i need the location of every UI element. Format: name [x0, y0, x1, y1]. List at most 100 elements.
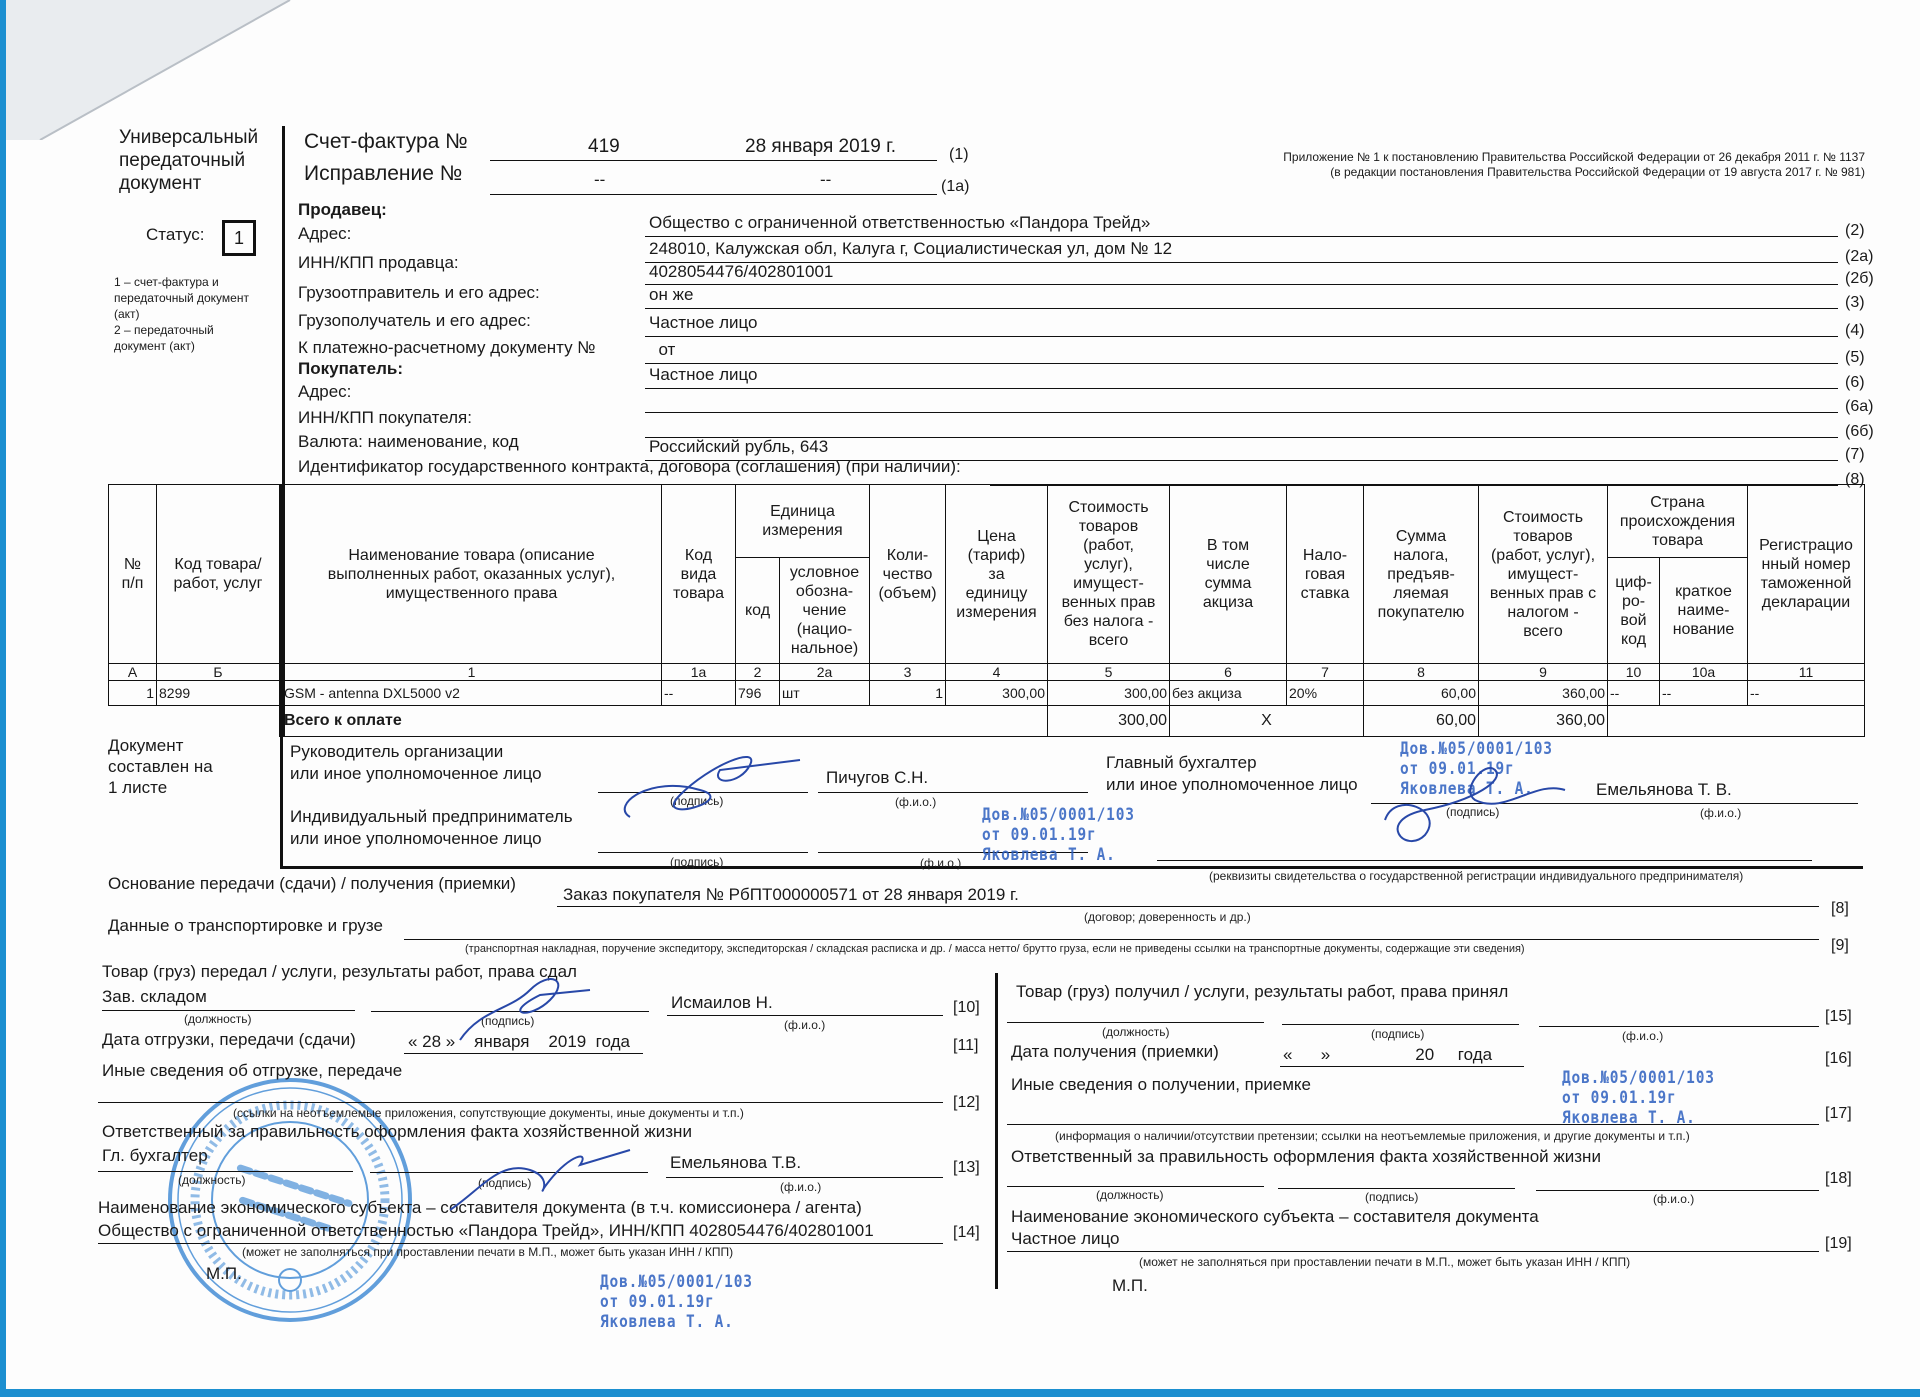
fio-caption: (ф.и.о.)	[1622, 1029, 1664, 1043]
header-kind: Код вида товара	[661, 484, 736, 664]
received-label: Товар (груз) получил / услуги, результат…	[1016, 982, 1509, 1001]
ip-signature-line[interactable]	[598, 852, 808, 853]
table-cell: 60,00	[1363, 680, 1479, 706]
header-country-name: краткое наиме- нование	[1659, 557, 1748, 664]
field-underline	[645, 460, 1838, 461]
ip-fio-line	[818, 852, 1088, 853]
column-number: 9	[1478, 663, 1608, 681]
received-position-line	[1007, 1022, 1264, 1023]
invoice-date: 28 января 2019 г.	[745, 136, 896, 157]
field-code: (5)	[1845, 349, 1865, 366]
correction-underline	[490, 194, 937, 195]
basis-code: [8]	[1831, 900, 1849, 917]
field-label: К платежно-расчетному документу №	[298, 338, 596, 357]
field-code: (2)	[1845, 222, 1865, 239]
receipt-resp-signature-line[interactable]	[1278, 1188, 1515, 1189]
field-value: Общество с ограниченной ответственностью…	[649, 213, 1151, 232]
basis-value: Заказ покупателя № РбПТ000000571 от 28 я…	[563, 885, 1019, 904]
table-cell: --	[1607, 680, 1660, 706]
entity-caption: (может не заполняться при проставлении п…	[242, 1245, 734, 1259]
signature-caption: (подпись)	[481, 1014, 535, 1028]
header-country-code: циф- ро- вой код	[1607, 557, 1660, 664]
transfer-divider	[995, 973, 998, 1289]
handwritten-signature	[623, 755, 801, 818]
status-legend: 1 – счет-фактура и передаточный документ…	[114, 275, 249, 353]
table-cell: --	[661, 680, 736, 706]
position-caption: (должность)	[1096, 1188, 1164, 1202]
transport-line	[404, 939, 1819, 940]
head-signature-line[interactable]	[598, 792, 808, 793]
header-code: Код товара/ работ, услуг	[156, 484, 281, 664]
field-label: ИНН/КПП продавца:	[298, 253, 459, 272]
ip-label: Индивидуальный предприниматель или иное …	[290, 807, 573, 848]
main-divider	[282, 126, 285, 736]
receipt-other-label: Иные сведения о получении, приемке	[1011, 1075, 1312, 1094]
signature-caption: (подпись)	[1365, 1190, 1419, 1204]
passed-code: [10]	[953, 999, 980, 1016]
table-cell: 20%	[1286, 680, 1364, 706]
header-rate: Нало- говая ставка	[1286, 484, 1364, 664]
total-cost-tax: 360,00	[1478, 705, 1608, 737]
total-empty	[109, 706, 281, 737]
signature-caption: (подпись)	[1446, 805, 1500, 819]
fio-caption: (ф.и.о.)	[920, 856, 962, 870]
status-value-box: 1	[222, 220, 256, 256]
signature-caption: (подпись)	[478, 1176, 532, 1190]
transport-caption: (транспортная накладная, поручение экспе…	[465, 943, 1525, 955]
field-value: он же	[649, 285, 694, 304]
column-number: 10	[1607, 663, 1660, 681]
seal-place: М.П.	[1112, 1276, 1148, 1295]
shipment-date-code: [11]	[953, 1037, 979, 1054]
invoice-underline	[490, 160, 937, 161]
field-underline	[645, 336, 1838, 337]
column-number: 10а	[1659, 663, 1748, 681]
status-label: Статус:	[146, 225, 205, 244]
folded-corner	[6, 0, 291, 140]
goods-table: № п/п Код товара/ работ, услуг Наименова…	[108, 484, 1865, 737]
correction-code: (1а)	[941, 178, 970, 195]
fio-caption: (ф.и.о.)	[1700, 806, 1742, 820]
table-cell: 300,00	[945, 680, 1048, 706]
resp-signature-line[interactable]	[370, 1172, 648, 1173]
head-name: Пичугов С.Н.	[826, 768, 929, 787]
received-signature-line[interactable]	[1282, 1024, 1519, 1025]
table-cell: 300,00	[1047, 680, 1170, 706]
correction-date: --	[820, 170, 832, 189]
total-empty	[1607, 705, 1865, 737]
entity-line	[98, 1243, 943, 1244]
header-price: Цена (тариф) за единицу измерения	[945, 484, 1048, 664]
passed-name: Исмаилов Н.	[671, 993, 773, 1012]
passed-signature-line[interactable]	[371, 1011, 649, 1012]
table-cell: GSM - antenna DXL5000 v2	[279, 680, 662, 706]
table-row: 1 8299 GSM - antenna DXL5000 v2 -- 796 шт 1 300…	[108, 680, 1865, 706]
field-label: Грузоотправитель и его адрес:	[298, 283, 540, 302]
field-code: (2а)	[1845, 248, 1874, 265]
field-code: (6а)	[1845, 398, 1874, 415]
table-cell: 1	[108, 680, 157, 706]
field-underline	[645, 363, 1838, 364]
appendix-line: (в редакции постановления Правительства …	[1330, 165, 1865, 179]
ip-details-caption: (реквизиты свидетельства о государственн…	[1209, 869, 1744, 883]
signature-caption: (подпись)	[1371, 1027, 1425, 1041]
table-cell: --	[1659, 680, 1748, 706]
shipment-date-value: « 28 » января 2019 года	[408, 1032, 630, 1051]
resp-code: [13]	[953, 1159, 980, 1176]
basis-caption: (договор; доверенность и др.)	[1084, 910, 1251, 924]
header-tax: Сумма налога, предъяв- ляемая покупателю	[1363, 484, 1479, 664]
field-code: (6)	[1845, 374, 1865, 391]
receipt-entity-code: [19]	[1825, 1235, 1852, 1252]
document-type-title: Универсальный передаточный документ	[119, 126, 258, 195]
signature-caption: (подпись)	[670, 855, 724, 869]
accountant-label: Главный бухгалтер или иное уполномоченно…	[1106, 753, 1358, 794]
fio-caption: (ф.и.о.)	[784, 1018, 826, 1032]
table-cell: --	[1747, 680, 1865, 706]
invoice-label: Счет-фактура №	[304, 130, 468, 153]
column-number: 8	[1363, 663, 1479, 681]
title-line: Универсальный	[119, 127, 259, 148]
table-cell: 8299	[156, 680, 281, 706]
received-code: [15]	[1825, 1008, 1852, 1025]
receipt-resp-position-line	[1007, 1186, 1264, 1187]
table-cell: 360,00	[1478, 680, 1608, 706]
field-code: (6б)	[1845, 423, 1874, 440]
receipt-date-line[interactable]	[1280, 1066, 1524, 1067]
